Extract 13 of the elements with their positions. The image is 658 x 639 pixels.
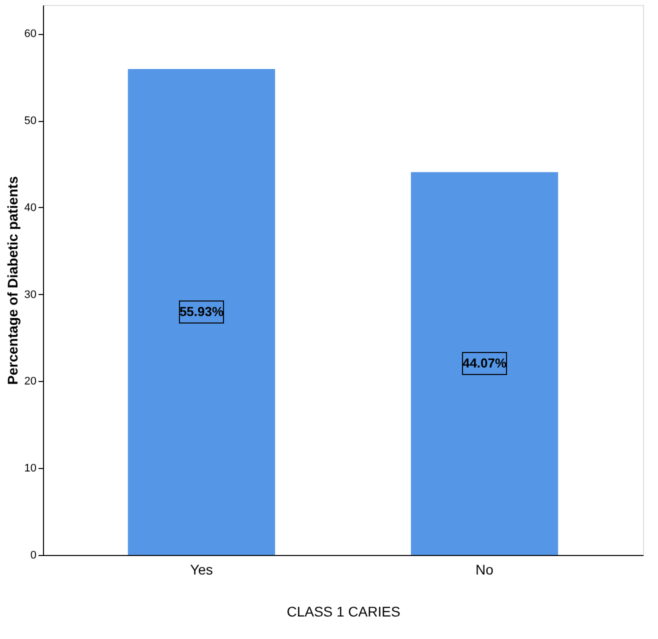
y-tick-label: 60 [24, 28, 36, 40]
data-label: 44.07% [462, 356, 507, 371]
x-tick-label: No [476, 562, 494, 578]
y-tick-label: 30 [24, 288, 36, 301]
x-tick-label: Yes [190, 562, 213, 578]
y-tick-label: 50 [24, 115, 36, 128]
x-axis-title: CLASS 1 CARIES [286, 604, 400, 620]
y-tick-label: 40 [24, 202, 36, 214]
y-tick-label: 0 [30, 550, 36, 562]
y-tick-label: 10 [24, 462, 36, 475]
y-tick-label: 20 [24, 376, 36, 388]
y-axis-title: Percentage of Diabetic patients [4, 176, 20, 385]
data-label: 55.93% [179, 304, 224, 320]
